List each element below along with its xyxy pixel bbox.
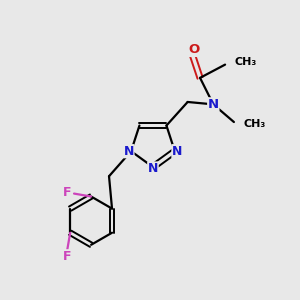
- Text: N: N: [148, 162, 158, 175]
- Text: F: F: [63, 250, 71, 263]
- Text: O: O: [188, 44, 200, 56]
- Text: F: F: [63, 187, 72, 200]
- Text: N: N: [124, 145, 134, 158]
- Text: N: N: [172, 145, 182, 158]
- Text: N: N: [208, 98, 219, 111]
- Text: CH₃: CH₃: [235, 57, 257, 67]
- Text: CH₃: CH₃: [243, 119, 266, 129]
